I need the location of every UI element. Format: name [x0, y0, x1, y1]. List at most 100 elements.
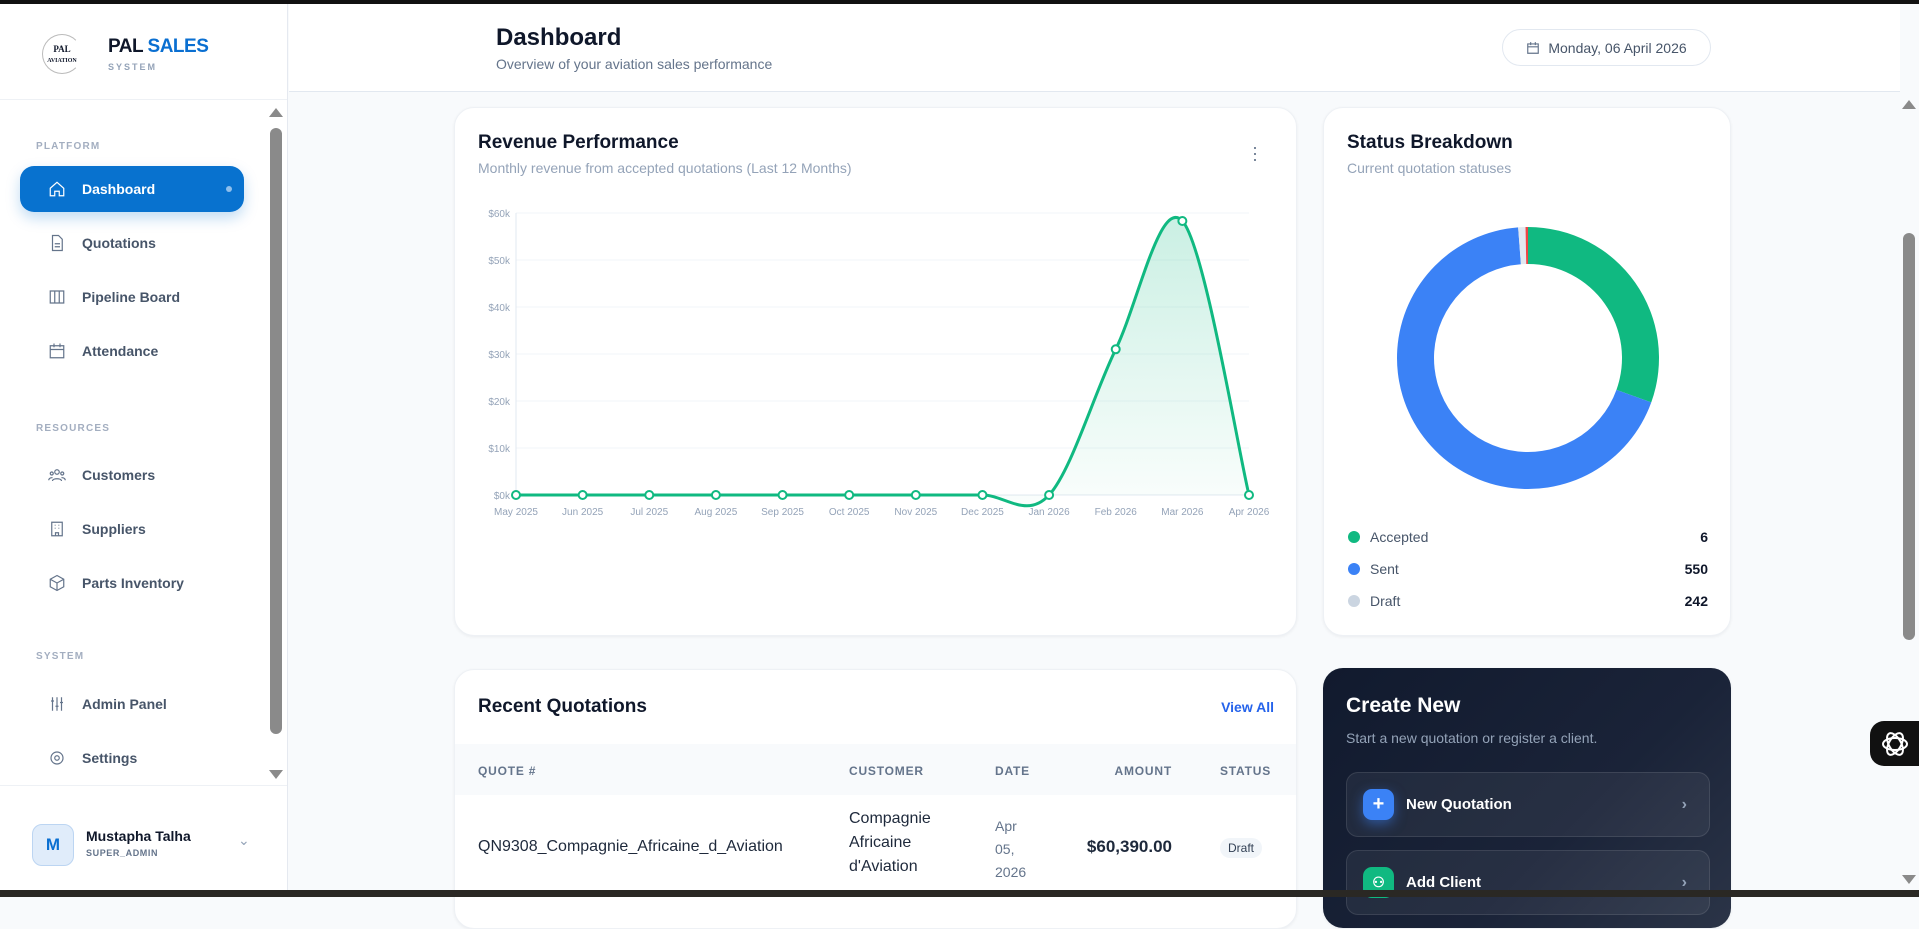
scroll-down-arrow[interactable] — [269, 770, 283, 779]
legend-dot — [1348, 563, 1360, 575]
user-profile[interactable]: M Mustapha Talha SUPER_ADMIN ⌄ — [0, 785, 287, 890]
data-point[interactable] — [511, 490, 521, 500]
quote-date: Apr 05, 2026 — [995, 815, 1026, 884]
sidebar-item-attendance[interactable]: Attendance — [20, 328, 244, 374]
data-point[interactable] — [1177, 215, 1188, 226]
x-tick-label: Apr 2026 — [1229, 507, 1270, 518]
x-tick-label: Jun 2025 — [562, 507, 604, 518]
action-label: Add Client — [1406, 874, 1481, 891]
x-tick-label: Feb 2026 — [1095, 507, 1138, 518]
add-client-button[interactable]: ⚇ Add Client › — [1346, 850, 1710, 915]
data-point[interactable] — [644, 490, 655, 500]
status-breakdown-card: Status Breakdown Current quotation statu… — [1323, 107, 1731, 636]
donut-segment[interactable] — [1528, 227, 1659, 403]
window-bottom-border — [0, 890, 1919, 897]
column-header-amount[interactable]: AMOUNT — [1114, 764, 1172, 778]
scrollbar-thumb[interactable] — [1903, 233, 1915, 640]
data-point[interactable] — [844, 490, 855, 500]
chevron-down-icon[interactable]: ⌄ — [238, 832, 250, 848]
new-quotation-button[interactable]: + New Quotation › — [1346, 772, 1710, 837]
donut-segment[interactable] — [1525, 227, 1528, 265]
data-point[interactable] — [1110, 344, 1121, 355]
view-all-link[interactable]: View All — [1221, 699, 1274, 715]
brand-part1: PAL — [108, 36, 143, 57]
brand-name[interactable]: PAL SALES — [108, 36, 209, 58]
legend-value: 6 — [1700, 529, 1708, 545]
sidebar-item-label: Suppliers — [82, 521, 146, 537]
date-display: Monday, 06 April 2026 — [1502, 29, 1711, 66]
section-resources: RESOURCES — [36, 423, 111, 434]
column-header-status[interactable]: STATUS — [1220, 764, 1272, 778]
legend-value: 550 — [1684, 561, 1708, 577]
quote-number[interactable]: QN9308_Compagnie_Africaine_d_Aviation — [478, 838, 783, 855]
donut-segment[interactable] — [1518, 227, 1527, 265]
column-header-date[interactable]: DATE — [995, 764, 1030, 778]
sidebar-item-label: Attendance — [82, 343, 159, 359]
column-header-quote[interactable]: QUOTE # — [478, 764, 537, 778]
recent-quotations-card: Recent Quotations View All QUOTE # CUSTO… — [454, 669, 1297, 929]
sidebar-item-label: Settings — [82, 750, 138, 766]
data-point[interactable] — [1044, 490, 1055, 500]
scroll-down-arrow[interactable] — [1902, 875, 1916, 884]
revenue-performance-card: Revenue Performance Monthly revenue from… — [454, 107, 1297, 636]
y-tick-label: $20k — [488, 397, 511, 408]
quote-amount: $60,390.00 — [1086, 837, 1172, 856]
sidebar-item-admin-panel[interactable]: Admin Panel — [20, 681, 244, 727]
revenue-area — [516, 217, 1249, 506]
card-subtitle: Monthly revenue from accepted quotations… — [478, 160, 852, 176]
sidebar-item-label: Parts Inventory — [82, 575, 184, 591]
data-point[interactable] — [910, 490, 921, 500]
sidebar-item-settings[interactable]: Settings — [20, 735, 244, 781]
data-point[interactable] — [577, 490, 588, 500]
box-icon — [49, 574, 65, 592]
y-tick-label: $30k — [488, 350, 511, 361]
card-subtitle: Current quotation statuses — [1347, 160, 1512, 176]
card-title: Create New — [1346, 694, 1461, 717]
scrollbar-thumb[interactable] — [270, 128, 282, 734]
x-tick-label: Dec 2025 — [961, 507, 1004, 518]
sliders-icon — [51, 697, 63, 711]
donut-segment[interactable] — [1397, 227, 1652, 489]
column-header-customer[interactable]: CUSTOMER — [849, 764, 924, 778]
customer-line: Africaine — [849, 834, 912, 851]
scroll-up-arrow[interactable] — [269, 108, 283, 117]
sidebar-item-suppliers[interactable]: Suppliers — [20, 506, 244, 552]
page-scrollbar[interactable] — [1900, 92, 1919, 890]
x-tick-label: Mar 2026 — [1161, 507, 1204, 518]
create-new-card: Create New Start a new quotation or regi… — [1323, 668, 1731, 928]
sidebar-scrollbar[interactable] — [267, 104, 284, 784]
y-tick-label: $40k — [488, 303, 511, 314]
card-title: Revenue Performance — [478, 132, 679, 153]
data-point[interactable] — [777, 490, 788, 500]
scroll-up-arrow[interactable] — [1902, 100, 1916, 109]
table-header: QUOTE # CUSTOMER DATE AMOUNT STATUS — [455, 744, 1296, 795]
sidebar-item-label: Admin Panel — [82, 696, 167, 712]
section-system: SYSTEM — [36, 651, 85, 662]
sidebar-item-customers[interactable]: Customers — [20, 452, 244, 498]
sidebar-item-quotations[interactable]: Quotations — [20, 220, 244, 266]
x-tick-label: May 2025 — [494, 507, 538, 518]
data-point[interactable] — [977, 490, 988, 500]
sidebar-item-dashboard[interactable]: Dashboard — [20, 166, 244, 212]
user-name: Mustapha Talha — [86, 828, 191, 844]
x-tick-label: Aug 2025 — [694, 507, 737, 518]
x-tick-label: Oct 2025 — [829, 507, 870, 518]
more-options-icon[interactable]: · · · — [1252, 137, 1258, 169]
card-title: Recent Quotations — [478, 696, 647, 717]
y-tick-label: $0k — [494, 491, 511, 502]
assistant-button[interactable] — [1870, 721, 1919, 766]
brand-part2: SALES — [147, 36, 209, 57]
sidebar-item-parts-inventory[interactable]: Parts Inventory — [20, 560, 244, 606]
date-line: 05, — [995, 841, 1015, 857]
customer-line: d'Aviation — [849, 858, 918, 875]
chevron-right-icon: › — [1681, 873, 1687, 891]
table-row[interactable]: QN9308_Compagnie_Africaine_d_Aviation Co… — [455, 795, 1296, 905]
legend-draft: Draft 242 — [1348, 589, 1708, 613]
sidebar-item-pipeline-board[interactable]: Pipeline Board — [20, 274, 244, 320]
data-point[interactable] — [1244, 490, 1254, 500]
legend-dot — [1348, 595, 1360, 607]
data-point[interactable] — [710, 490, 721, 500]
calendar-icon — [1527, 41, 1540, 54]
status-badge: Draft — [1220, 838, 1263, 858]
sidebar-item-label: Quotations — [82, 235, 156, 251]
